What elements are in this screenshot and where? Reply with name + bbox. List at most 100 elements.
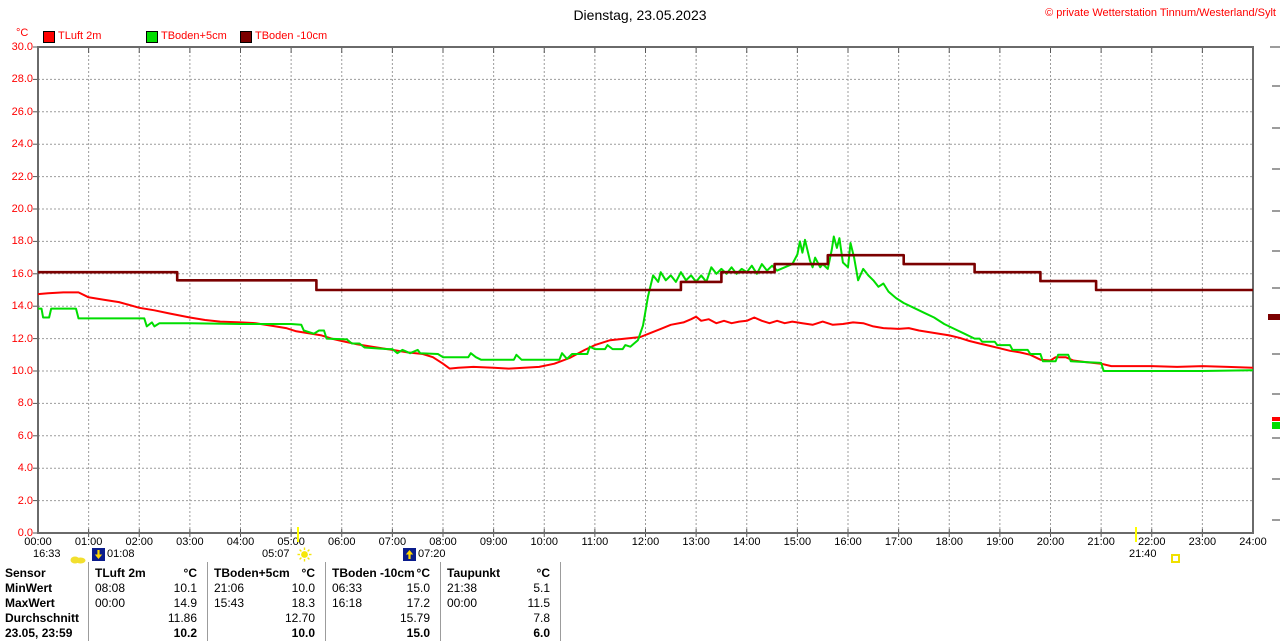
table-column-separator bbox=[207, 562, 208, 641]
marker-time-05:07: 05:07 bbox=[262, 548, 290, 560]
table-col-unit: °C bbox=[416, 566, 430, 580]
edge-gridline-stub bbox=[1272, 437, 1280, 439]
table-max-value: 11.5 bbox=[527, 596, 550, 610]
table-max-value: 14.9 bbox=[173, 596, 197, 610]
legend-label-3: TBoden -10cm bbox=[255, 30, 328, 42]
y-tick-label: 6.0 bbox=[17, 429, 33, 442]
x-tick-label: 20:00 bbox=[1036, 536, 1065, 548]
x-tick-label: 15:00 bbox=[783, 536, 812, 548]
x-tick-label: 03:00 bbox=[176, 536, 204, 548]
table-col-name: TBoden+5cm bbox=[214, 566, 290, 580]
table-min-time: 21:38 bbox=[447, 581, 478, 595]
y-tick-label: 8.0 bbox=[17, 397, 33, 410]
page-title: Dienstag, 23.05.2023 bbox=[573, 7, 707, 23]
table-max-time: 00:00 bbox=[95, 596, 126, 610]
edge-gridline-stub bbox=[1272, 287, 1280, 289]
edge-border-stub bbox=[1270, 46, 1280, 48]
edge-gridline-stub bbox=[1272, 127, 1280, 129]
x-tick-label: 16:00 bbox=[834, 536, 862, 548]
y-tick-label: 16.0 bbox=[11, 267, 33, 280]
table-col-name: TBoden -10cm bbox=[332, 566, 415, 580]
edge-series-darkred bbox=[1268, 314, 1280, 320]
legend-swatch-1 bbox=[43, 31, 55, 43]
y-tick-label: 10.0 bbox=[11, 365, 33, 377]
x-tick-label: 07:00 bbox=[378, 536, 407, 548]
table-last-value: 15.0 bbox=[406, 626, 430, 640]
legend-swatch-3 bbox=[240, 31, 252, 43]
table-column-separator bbox=[88, 562, 89, 641]
table-col-unit: °C bbox=[536, 566, 550, 580]
table-min-value: 10.0 bbox=[291, 581, 315, 595]
table-avg-value: 7.8 bbox=[533, 611, 550, 625]
table-avg-value: 12.70 bbox=[284, 611, 315, 625]
x-tick-label: 22:00 bbox=[1137, 536, 1166, 548]
table-max-value: 17.2 bbox=[406, 596, 430, 610]
series-TLuft-2m bbox=[37, 291, 1254, 370]
x-tick-label: 10:00 bbox=[530, 536, 559, 548]
x-tick-label: 04:00 bbox=[226, 536, 255, 548]
x-tick-label: 11:00 bbox=[581, 536, 609, 548]
x-tick-label: 13:00 bbox=[682, 536, 710, 548]
table-column-separator bbox=[560, 562, 561, 641]
sunset-icon bbox=[1171, 550, 1180, 568]
axis-ticks bbox=[33, 46, 1203, 537]
table-column-separator bbox=[440, 562, 441, 641]
x-tick-label: 06:00 bbox=[327, 536, 356, 548]
table-min-time: 06:33 bbox=[332, 581, 363, 595]
edge-series-red bbox=[1272, 417, 1280, 421]
table-col-unit: °C bbox=[301, 566, 315, 580]
table-col-name: Taupunkt bbox=[447, 566, 501, 580]
sunrise-line bbox=[297, 527, 299, 542]
y-tick-label: 24.0 bbox=[11, 138, 33, 151]
x-tick-label: 08:00 bbox=[429, 536, 457, 548]
y-tick-label: 14.0 bbox=[11, 300, 33, 313]
table-min-time: 08:08 bbox=[95, 581, 126, 595]
y-axis-unit-label: °C bbox=[16, 27, 29, 39]
y-tick-label: 28.0 bbox=[11, 73, 33, 86]
marker-time-01:08: 01:08 bbox=[107, 548, 135, 560]
y-tick-label: 12.0 bbox=[11, 332, 33, 345]
edge-gridline-stub bbox=[1272, 353, 1280, 355]
edge-gridline-stub bbox=[1272, 250, 1280, 252]
marker-time-16:33: 16:33 bbox=[33, 548, 61, 560]
y-tick-label: 26.0 bbox=[11, 105, 33, 118]
table-max-value: 18.3 bbox=[291, 596, 315, 610]
x-tick-label: 02:00 bbox=[125, 536, 154, 548]
y-tick-label: 22.0 bbox=[11, 170, 33, 183]
y-tick-label: 20.0 bbox=[11, 203, 33, 215]
table-avg-value: 15.79 bbox=[399, 611, 430, 625]
x-tick-label: 12:00 bbox=[631, 536, 660, 548]
x-tick-label: 00:00 bbox=[24, 536, 52, 548]
y-tick-label: 30.0 bbox=[11, 41, 33, 53]
table-row-label: MaxWert bbox=[5, 596, 55, 610]
x-tick-label: 23:00 bbox=[1188, 536, 1217, 548]
table-max-time: 00:00 bbox=[447, 596, 478, 610]
x-tick-label: 21:00 bbox=[1087, 536, 1115, 548]
table-max-time: 16:18 bbox=[332, 596, 363, 610]
moonrise2-icon bbox=[403, 548, 416, 566]
table-corner-header: Sensor bbox=[5, 566, 46, 580]
y-tick-label: 4.0 bbox=[17, 462, 33, 475]
edge-gridline-stub bbox=[1272, 519, 1280, 521]
table-min-value: 10.1 bbox=[173, 581, 197, 595]
table-last-value: 10.0 bbox=[291, 626, 315, 640]
table-row-label: 23.05, 23:59 bbox=[5, 626, 73, 640]
edge-series-green bbox=[1272, 422, 1280, 429]
table-row-label: Durchschnitt bbox=[5, 611, 80, 625]
table-col-name: TLuft 2m bbox=[95, 566, 146, 580]
legend-label-1: TLuft 2m bbox=[58, 30, 102, 42]
marker-time-21:40: 21:40 bbox=[1129, 548, 1157, 560]
table-min-time: 21:06 bbox=[214, 581, 245, 595]
series-TBoden+5cm bbox=[38, 235, 1254, 372]
table-last-value: 10.2 bbox=[173, 626, 197, 640]
x-tick-label: 14:00 bbox=[732, 536, 761, 548]
x-tick-label: 18:00 bbox=[935, 536, 964, 548]
table-min-value: 15.0 bbox=[406, 581, 430, 595]
temperature-chart bbox=[33, 46, 1254, 537]
y-tick-label: 0.0 bbox=[17, 527, 33, 539]
edge-gridline-stub bbox=[1272, 85, 1280, 87]
copyright-text: © private Wetterstation Tinnum/Westerlan… bbox=[1045, 7, 1276, 19]
moonrise-icon bbox=[70, 551, 86, 569]
table-avg-value: 11.86 bbox=[167, 611, 197, 625]
